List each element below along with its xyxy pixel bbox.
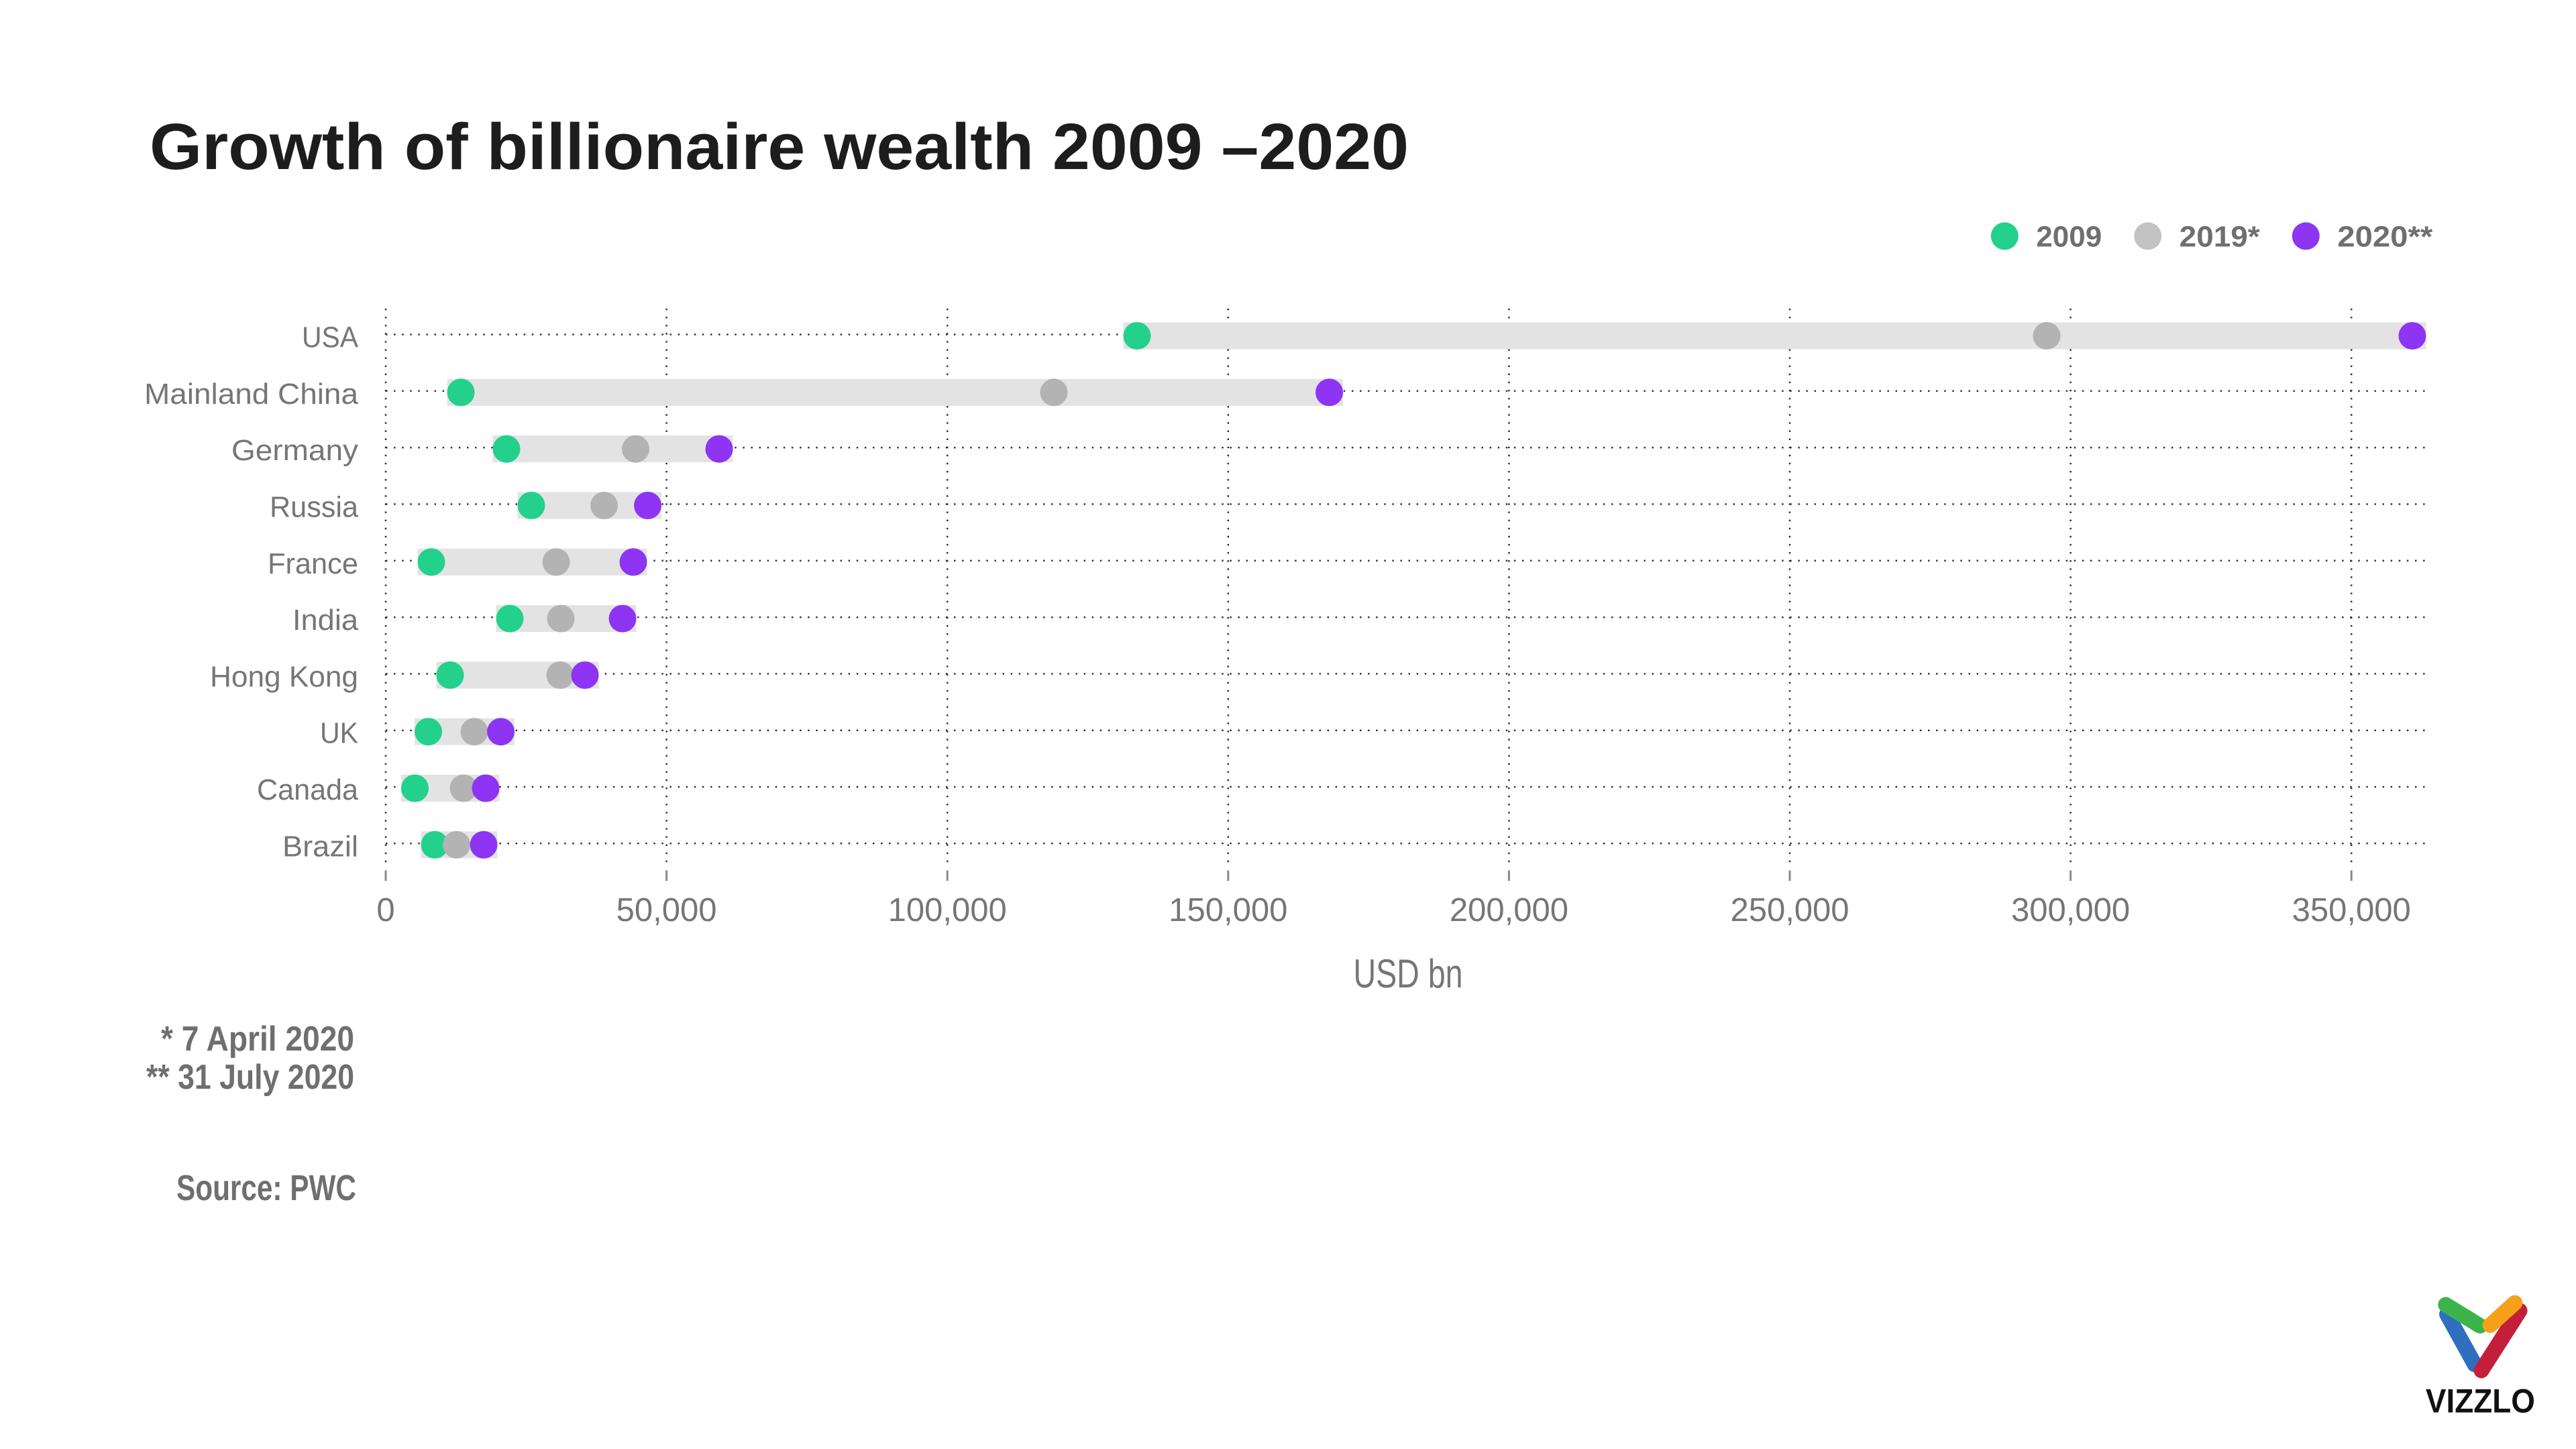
svg-text:Germany: Germany [231, 434, 358, 467]
svg-text:2020**: 2020** [2337, 221, 2433, 254]
svg-text:** 31 July 2020: ** 31 July 2020 [146, 1058, 354, 1097]
svg-text:200,000: 200,000 [1450, 892, 1568, 928]
svg-text:USA: USA [302, 321, 359, 354]
svg-text:Mainland China: Mainland China [144, 378, 359, 411]
svg-text:USD bn: USD bn [1354, 951, 1463, 996]
svg-text:India: India [292, 604, 359, 637]
svg-text:300,000: 300,000 [2011, 892, 2130, 928]
svg-text:UK: UK [320, 717, 358, 750]
svg-text:Source: PWC: Source: PWC [176, 1168, 356, 1208]
svg-text:Growth of billionaire wealth 2: Growth of billionaire wealth 2009 –2020 [150, 110, 1409, 183]
svg-text:50,000: 50,000 [616, 892, 717, 928]
svg-text:2009: 2009 [2036, 221, 2102, 254]
svg-text:VIZZLO: VIZZLO [2426, 1383, 2535, 1420]
svg-text:Hong Kong: Hong Kong [210, 660, 358, 693]
svg-text:Brazil: Brazil [282, 830, 358, 863]
svg-text:* 7 April 2020: * 7 April 2020 [161, 1020, 354, 1059]
svg-text:350,000: 350,000 [2292, 892, 2411, 928]
svg-text:Canada: Canada [257, 773, 359, 806]
svg-text:250,000: 250,000 [1730, 892, 1849, 928]
svg-text:2019*: 2019* [2180, 221, 2261, 254]
svg-text:Russia: Russia [270, 491, 359, 524]
svg-text:150,000: 150,000 [1169, 892, 1287, 928]
svg-text:100,000: 100,000 [888, 892, 1007, 928]
svg-text:0: 0 [376, 892, 394, 928]
svg-text:France: France [268, 547, 358, 580]
